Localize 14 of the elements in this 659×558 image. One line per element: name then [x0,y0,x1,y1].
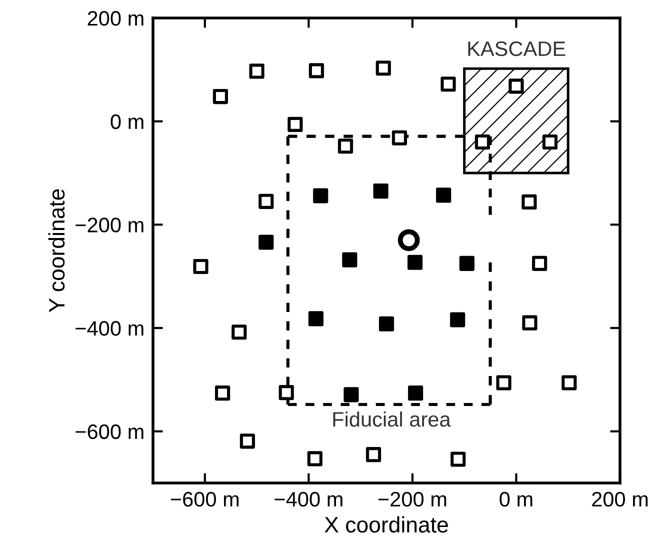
x-tick-label: −600 m [170,492,239,507]
annotation: Fiducial area [333,411,451,427]
annotation: KASCADE [468,41,566,56]
x-tick-label: −200 m [378,492,446,507]
x-tick-label: 200 m [592,492,648,507]
y-axis-title: Y coordinate [48,189,65,312]
y-tick-label: 200 m [88,11,144,26]
x-tick-label: −400 m [274,492,342,507]
y-tick-label: −400 m [76,321,144,336]
y-tick-label: 0 m [110,114,144,130]
x-axis-title: X coordinate [324,516,448,533]
x-tick-label: 0 m [500,492,532,507]
y-tick-label: −600 m [76,424,144,440]
y-tick-label: −200 m [76,218,144,232]
